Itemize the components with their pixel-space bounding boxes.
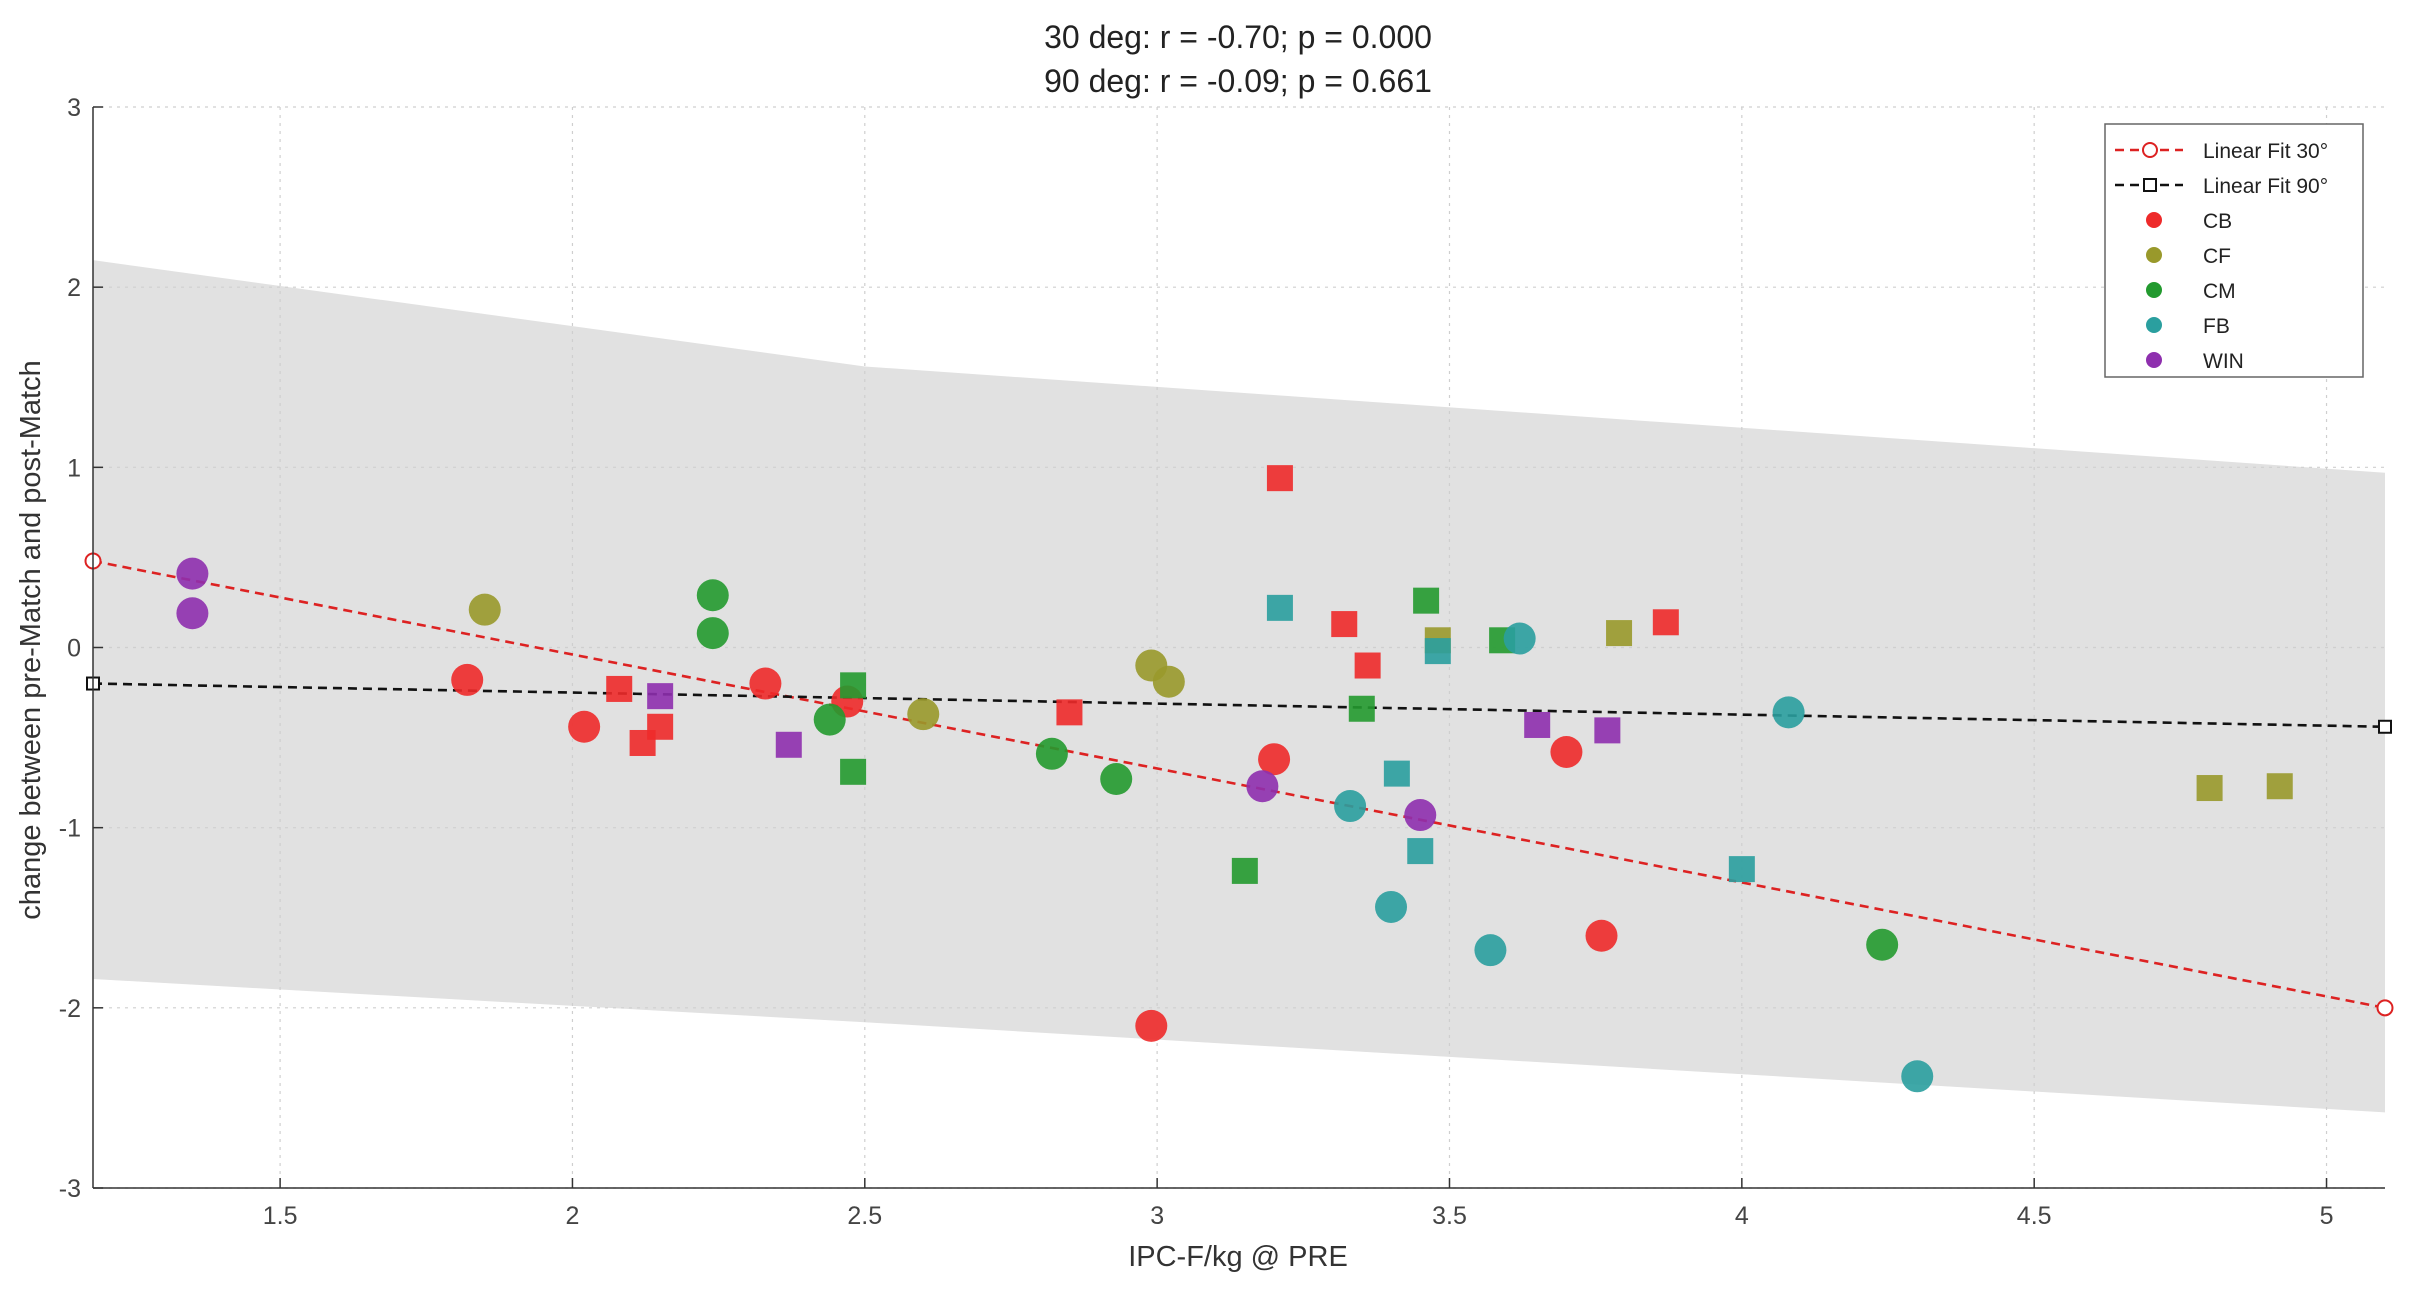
cm-square-point-2 bbox=[1231, 857, 1258, 884]
y-tick-label-0: -3 bbox=[59, 1175, 81, 1203]
cm-square-point-3 bbox=[1348, 695, 1375, 722]
cb-circle-point-6 bbox=[1550, 735, 1583, 768]
legend-label-fit30: Linear Fit 30° bbox=[2203, 140, 2328, 163]
y-axis-label: change between pre-Match and post-Match bbox=[15, 360, 47, 919]
fb-circle-point-3 bbox=[1503, 622, 1536, 655]
y-tick-label-6: 3 bbox=[67, 94, 81, 122]
legend-fit90-marker bbox=[2143, 178, 2157, 192]
cb-square-point-7 bbox=[1652, 609, 1679, 636]
cb-circle-point-0 bbox=[451, 663, 484, 696]
fit90-endpoint-1 bbox=[2378, 719, 2392, 734]
win-square-point-2 bbox=[1524, 711, 1551, 738]
legend-cm-marker bbox=[2146, 282, 2162, 298]
legend-fb-marker bbox=[2146, 317, 2162, 333]
cf-circle-point-1 bbox=[907, 698, 940, 731]
cb-circle-point-5 bbox=[1258, 743, 1291, 776]
legend-label-cm: CM bbox=[2203, 280, 2236, 303]
cb-circle-point-1 bbox=[568, 710, 601, 743]
fb-square-point-4 bbox=[1728, 856, 1755, 883]
data-points-layer bbox=[176, 465, 2293, 1093]
x-tick-label-7: 5 bbox=[2320, 1202, 2334, 1230]
cm-circle-point-3 bbox=[1035, 737, 1068, 770]
legend-cf-marker bbox=[2146, 247, 2162, 263]
fit30-endpoint-1 bbox=[2376, 999, 2394, 1017]
fb-square-point-1 bbox=[1383, 760, 1410, 787]
y-tick-label-2: -1 bbox=[59, 815, 81, 843]
cf-circle-point-0 bbox=[468, 593, 501, 626]
legend-fit30-marker bbox=[2142, 142, 2158, 158]
fb-circle-point-5 bbox=[1901, 1060, 1934, 1093]
fb-square-point-3 bbox=[1424, 638, 1451, 665]
legend-label-cf: CF bbox=[2203, 245, 2231, 268]
fb-circle-point-1 bbox=[1375, 890, 1408, 923]
win-square-point-0 bbox=[647, 683, 674, 710]
legend-label-fit90: Linear Fit 90° bbox=[2203, 175, 2328, 198]
chart-title-line-2: 90 deg: r = -0.09; p = 0.661 bbox=[1044, 63, 1432, 99]
y-tick-label-1: -2 bbox=[59, 995, 81, 1023]
legend-label-fb: FB bbox=[2203, 315, 2230, 338]
x-tick-label-3: 3 bbox=[1150, 1202, 1164, 1230]
cm-circle-point-2 bbox=[813, 703, 846, 736]
y-tick-label-3: 0 bbox=[67, 635, 81, 663]
cb-square-point-4 bbox=[1266, 465, 1293, 492]
cm-square-point-1 bbox=[840, 758, 867, 785]
cb-square-point-0 bbox=[606, 675, 633, 702]
legend: Linear Fit 30° Linear Fit 90° CB CF CM F… bbox=[2104, 123, 2364, 378]
axes-layer bbox=[92, 106, 2385, 1189]
legend-win-marker bbox=[2146, 352, 2162, 368]
cm-square-point-4 bbox=[1413, 587, 1440, 614]
x-tick-label-4: 3.5 bbox=[1432, 1202, 1467, 1230]
cb-square-point-2 bbox=[647, 713, 674, 740]
win-circle-point-2 bbox=[1246, 770, 1279, 803]
cf-square-point-1 bbox=[1606, 620, 1633, 647]
win-square-point-1 bbox=[775, 731, 802, 758]
cf-circle-point-3 bbox=[1152, 665, 1185, 698]
cb-circle-point-2 bbox=[749, 667, 782, 700]
fb-circle-point-4 bbox=[1772, 696, 1805, 729]
cb-circle-point-7 bbox=[1585, 919, 1618, 952]
x-tick-label-6: 4.5 bbox=[2017, 1202, 2052, 1230]
fb-circle-point-2 bbox=[1474, 934, 1507, 967]
chart-title-line-1: 30 deg: r = -0.70; p = 0.000 bbox=[1044, 19, 1432, 55]
y-tick-label-5: 2 bbox=[67, 274, 81, 302]
legend-cb-marker bbox=[2146, 212, 2162, 228]
fb-circle-point-0 bbox=[1334, 790, 1367, 823]
legend-label-cb: CB bbox=[2203, 210, 2232, 233]
win-circle-point-3 bbox=[1404, 799, 1437, 832]
confidence-band-layer bbox=[93, 260, 2385, 1113]
cb-square-point-5 bbox=[1331, 611, 1358, 638]
fb-square-point-0 bbox=[1266, 594, 1293, 621]
legend-label-win: WIN bbox=[2203, 350, 2244, 373]
fb-square-point-2 bbox=[1407, 838, 1434, 865]
x-tick-label-2: 2.5 bbox=[847, 1202, 882, 1230]
win-square-point-3 bbox=[1594, 717, 1621, 744]
cf-square-point-3 bbox=[2266, 773, 2293, 800]
cf-square-point-2 bbox=[2196, 775, 2223, 802]
confidence-band bbox=[93, 260, 2385, 1113]
y-tick-label-4: 1 bbox=[67, 454, 81, 482]
cb-circle-point-4 bbox=[1135, 1009, 1168, 1042]
win-circle-point-1 bbox=[176, 597, 209, 630]
win-circle-point-0 bbox=[176, 557, 209, 590]
x-tick-label-1: 2 bbox=[565, 1202, 579, 1230]
cm-circle-point-5 bbox=[1866, 928, 1899, 961]
x-tick-label-0: 1.5 bbox=[263, 1202, 298, 1230]
x-axis-label: IPC-F/kg @ PRE bbox=[1128, 1241, 1348, 1273]
cm-square-point-0 bbox=[840, 672, 867, 699]
cb-square-point-3 bbox=[1056, 699, 1083, 726]
cm-circle-point-0 bbox=[696, 579, 729, 612]
x-tick-label-5: 4 bbox=[1735, 1202, 1749, 1230]
cb-square-point-6 bbox=[1354, 652, 1381, 679]
cm-circle-point-1 bbox=[696, 617, 729, 650]
tick-label-layer: 1.5 2 2.5 3 3.5 4 4.5 5 -3 -2 -1 0 1 2 3 bbox=[59, 94, 2334, 1230]
cm-circle-point-4 bbox=[1100, 763, 1133, 796]
